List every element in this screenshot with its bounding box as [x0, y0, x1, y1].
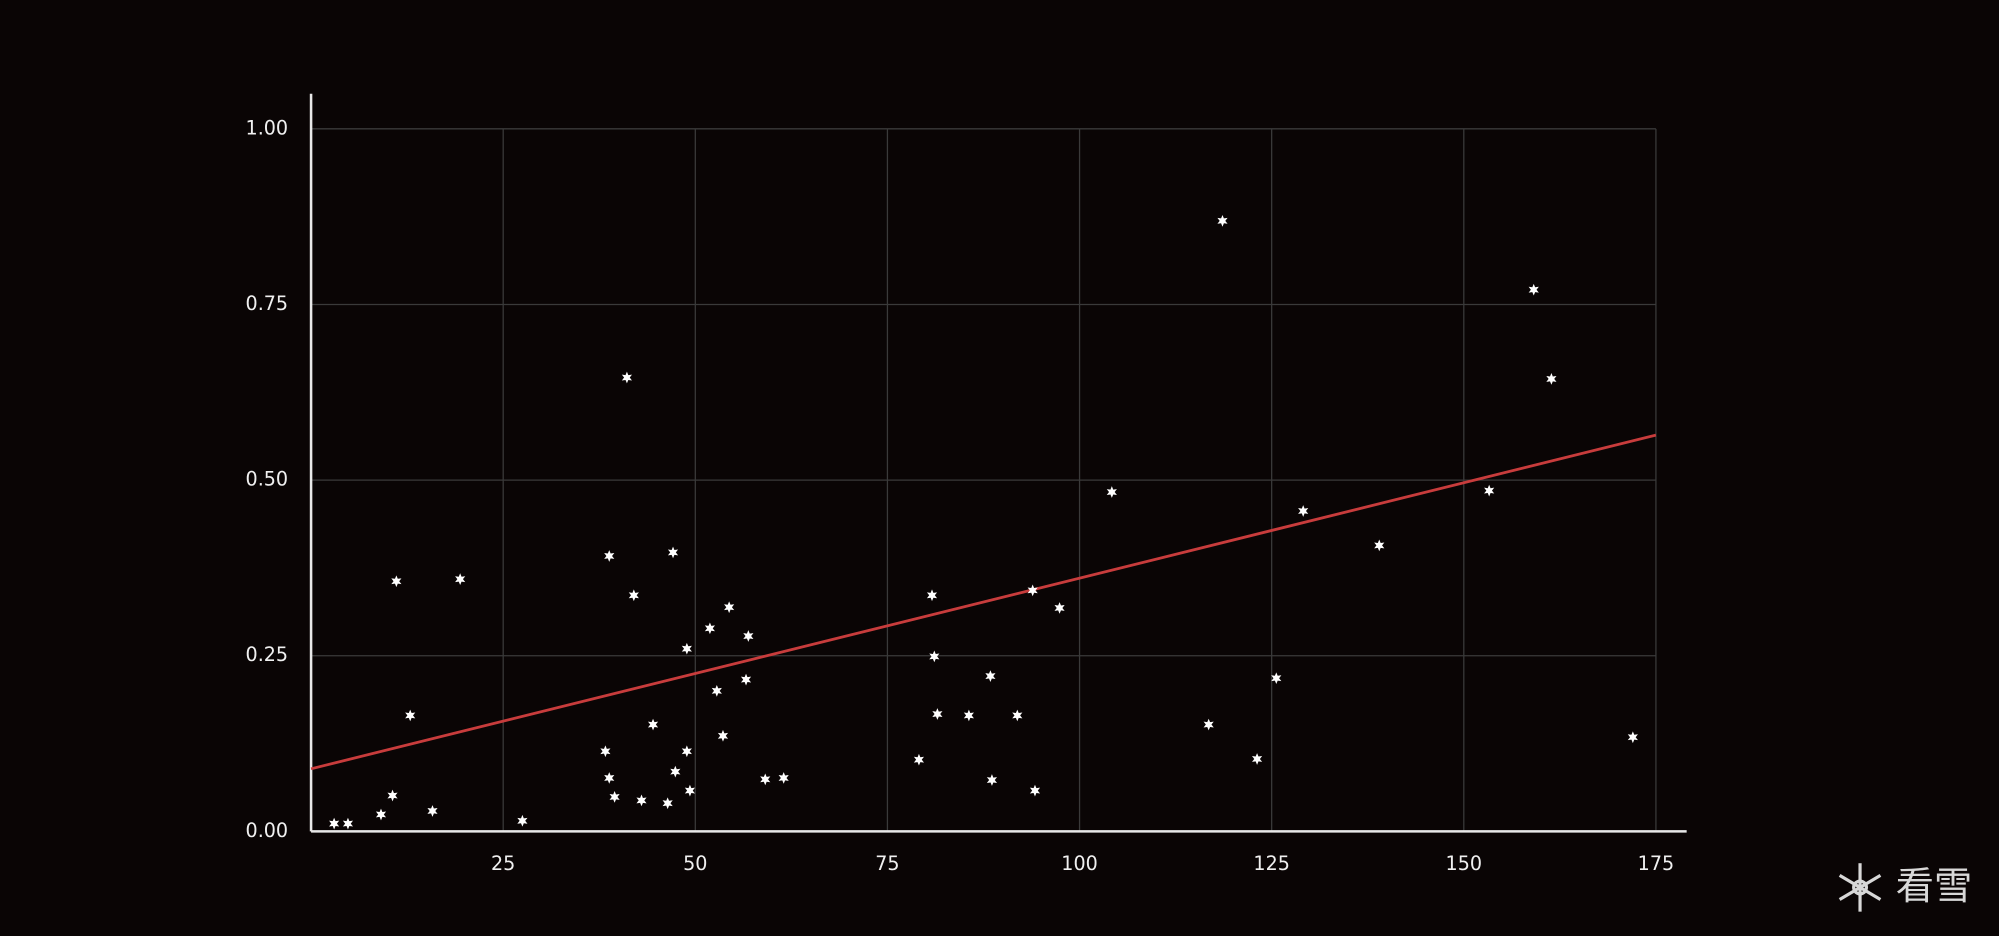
y-tick-label: 1.00 [246, 116, 289, 139]
scatter-point [600, 745, 611, 758]
scatter-point [647, 718, 659, 731]
scatter-point [724, 601, 735, 614]
scatter-point [926, 589, 938, 602]
scatter-point [743, 630, 754, 642]
scatter-point [329, 817, 340, 830]
scatter-point [684, 784, 696, 797]
watermark-icon [1838, 863, 1882, 912]
scatter-point [387, 789, 398, 802]
scatter-point [1484, 484, 1495, 497]
scatter-point [667, 546, 679, 559]
scatter-point [740, 673, 752, 686]
scatter-point [342, 817, 354, 830]
scatter-point [704, 622, 715, 635]
scatter-point [711, 684, 722, 697]
scatter-point [681, 745, 692, 758]
scatter-point [1012, 709, 1023, 722]
scatter-point [986, 774, 998, 786]
scatter-point [375, 808, 387, 821]
scatter-point [913, 753, 925, 766]
scatter-point [604, 550, 615, 562]
scatter-point [1027, 584, 1038, 597]
scatter-point [1203, 718, 1214, 731]
x-tick-label: 150 [1446, 852, 1482, 875]
scatter-point [455, 573, 466, 585]
scatter-point [391, 575, 402, 588]
scatter-point [929, 650, 940, 663]
scatter-point [1627, 731, 1638, 744]
scatter-point [932, 708, 943, 720]
scatter-point [1528, 283, 1539, 296]
scatter-point [628, 589, 639, 602]
scatter-point [1106, 486, 1117, 498]
scatter-point [778, 772, 789, 784]
scatter-point [985, 670, 996, 682]
scatter-point [621, 371, 632, 384]
x-tick-label: 125 [1253, 852, 1289, 875]
trend-line [310, 433, 1657, 771]
y-tick-label: 0.00 [246, 819, 289, 842]
x-tick-label: 25 [491, 852, 515, 875]
scatter-point [760, 773, 771, 786]
scatter-point [1054, 602, 1065, 614]
y-tick-label: 0.25 [246, 643, 289, 666]
x-tick-label: 175 [1638, 852, 1674, 875]
scatter-point [670, 765, 681, 778]
scatter-point [609, 791, 620, 803]
scatter-point [1251, 753, 1263, 765]
scatter-point [1546, 373, 1557, 385]
x-tick-label: 75 [875, 852, 899, 875]
scatter-point [1029, 784, 1041, 797]
x-tick-label: 50 [683, 852, 707, 875]
scatter-point [604, 772, 615, 784]
scatter-point [636, 794, 647, 807]
scatter-point [681, 642, 692, 655]
scatter-point [405, 709, 416, 722]
scatter-point [1217, 214, 1228, 227]
scatter-point [1374, 539, 1385, 552]
scatter-point [717, 729, 729, 742]
watermark: 看雪 [1896, 865, 1972, 909]
scatter-point [662, 797, 673, 810]
scatter-point [427, 805, 438, 817]
scatter-point [963, 709, 974, 722]
y-tick-label: 0.75 [246, 292, 289, 315]
scatter-point [1271, 672, 1282, 685]
scatter-point [517, 814, 528, 827]
scatter-point [1298, 505, 1309, 517]
y-tick-label: 0.50 [246, 468, 289, 491]
x-tick-label: 100 [1061, 852, 1097, 875]
